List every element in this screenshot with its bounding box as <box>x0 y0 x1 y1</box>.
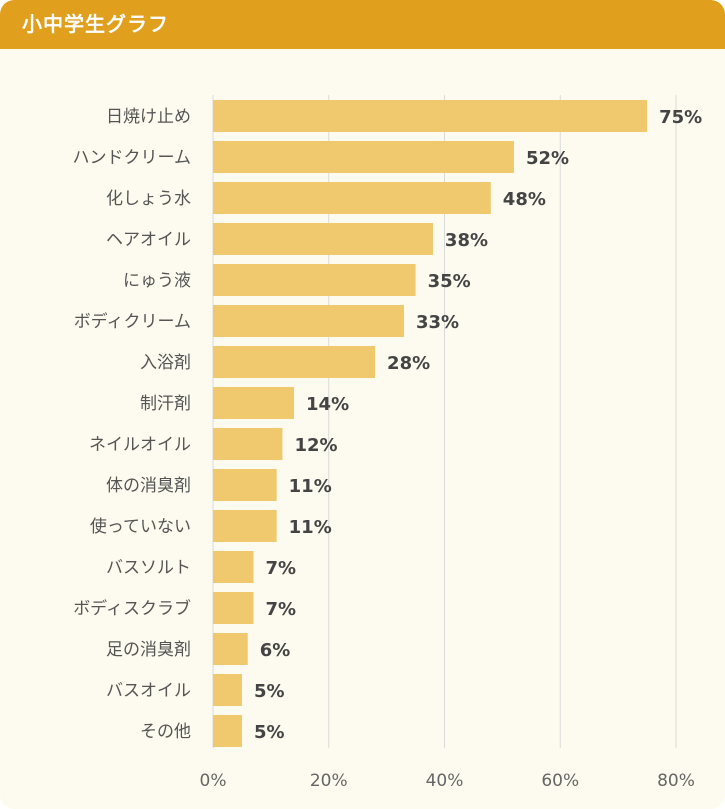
value-label: 6% <box>260 640 291 661</box>
category-label: 入浴剤 <box>140 353 191 373</box>
bar <box>213 510 277 542</box>
bar <box>213 428 283 460</box>
value-label: 33% <box>416 312 459 333</box>
bar <box>213 387 295 419</box>
category-label: 体の消臭剤 <box>106 476 191 496</box>
category-label: ボディクリーム <box>74 311 191 332</box>
bar <box>213 551 254 583</box>
bar <box>213 633 248 665</box>
category-label: バスオイル <box>106 681 191 701</box>
bar <box>213 346 376 378</box>
x-tick-label: 0% <box>200 771 227 791</box>
value-label: 5% <box>254 722 285 743</box>
value-label: 7% <box>266 599 297 620</box>
category-label: 足の消臭剤 <box>106 640 191 660</box>
bar <box>213 592 254 624</box>
x-tick-label: 80% <box>657 771 695 791</box>
bar <box>213 100 648 132</box>
bar <box>213 264 416 296</box>
bar <box>213 305 404 337</box>
value-label: 12% <box>294 435 337 456</box>
category-label: ネイルオイル <box>89 435 191 455</box>
bar <box>213 182 491 214</box>
category-label: ハンドクリーム <box>73 148 192 168</box>
chart-header: 小中学生グラフ <box>0 0 725 49</box>
value-label: 11% <box>289 517 332 538</box>
category-label: 化しょう水 <box>106 189 191 209</box>
bar <box>213 223 433 255</box>
chart-title: 小中学生グラフ <box>22 12 169 36</box>
category-label: その他 <box>140 722 191 742</box>
category-label: ボディスクラブ <box>73 598 191 619</box>
value-label: 38% <box>445 230 488 251</box>
bar <box>213 469 277 501</box>
value-label: 52% <box>526 148 569 169</box>
category-label: にゅう液 <box>123 271 191 291</box>
value-label: 28% <box>387 353 430 374</box>
value-label: 35% <box>428 271 471 292</box>
bar <box>213 715 242 747</box>
category-label: 制汗剤 <box>140 394 191 414</box>
value-label: 5% <box>254 681 285 702</box>
value-label: 75% <box>659 107 702 128</box>
value-label: 11% <box>289 476 332 497</box>
bar <box>213 674 242 706</box>
value-label: 48% <box>503 189 546 210</box>
x-tick-label: 20% <box>310 771 348 791</box>
category-label: バスソルト <box>106 558 191 578</box>
bar <box>213 141 514 173</box>
x-tick-label: 60% <box>541 771 579 791</box>
value-label: 7% <box>266 558 297 579</box>
category-label: ヘアオイル <box>106 230 191 250</box>
value-label: 14% <box>306 394 349 415</box>
x-tick-label: 40% <box>426 771 464 791</box>
category-label: 日焼け止め <box>106 107 191 127</box>
category-label: 使っていない <box>90 516 191 537</box>
